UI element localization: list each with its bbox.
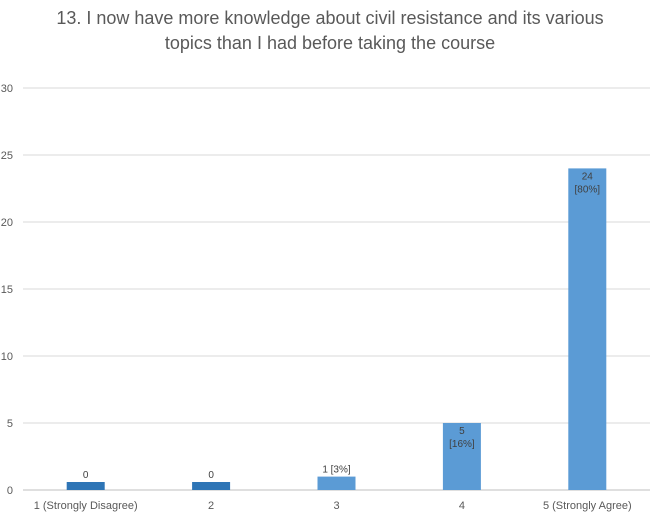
data-label: 0 xyxy=(83,470,89,481)
chart-title-line-1: 13. I now have more knowledge about civi… xyxy=(56,8,604,28)
data-label: 0 xyxy=(208,470,214,481)
data-label: 5 xyxy=(459,426,465,437)
chart-title-line-2: topics than I had before taking the cour… xyxy=(164,33,496,53)
y-tick-label: 25 xyxy=(1,150,13,162)
bar xyxy=(442,423,481,490)
y-tick-label: 15 xyxy=(1,284,13,296)
y-tick-label: 0 xyxy=(7,485,13,497)
x-tick-label: 2 xyxy=(208,500,214,512)
y-tick-label: 30 xyxy=(1,83,13,95)
y-tick-label: 20 xyxy=(1,217,13,229)
x-tick-label: 4 xyxy=(459,500,465,512)
x-tick-label: 1 (Strongly Disagree) xyxy=(34,500,138,512)
bar xyxy=(66,482,105,490)
x-tick-label: 3 xyxy=(333,500,339,512)
data-label: 1 [3%] xyxy=(322,465,351,476)
chart-title: 13. I now have more knowledge about civi… xyxy=(0,6,660,56)
data-label: [80%] xyxy=(575,184,601,195)
data-label: 24 xyxy=(582,171,594,182)
data-label: [16%] xyxy=(449,439,475,450)
bar xyxy=(317,476,356,490)
x-tick-label: 5 (Strongly Agree) xyxy=(543,500,632,512)
bar xyxy=(568,168,607,490)
bar xyxy=(192,482,231,490)
y-tick-label: 5 xyxy=(7,418,13,430)
y-tick-label: 10 xyxy=(1,351,13,363)
